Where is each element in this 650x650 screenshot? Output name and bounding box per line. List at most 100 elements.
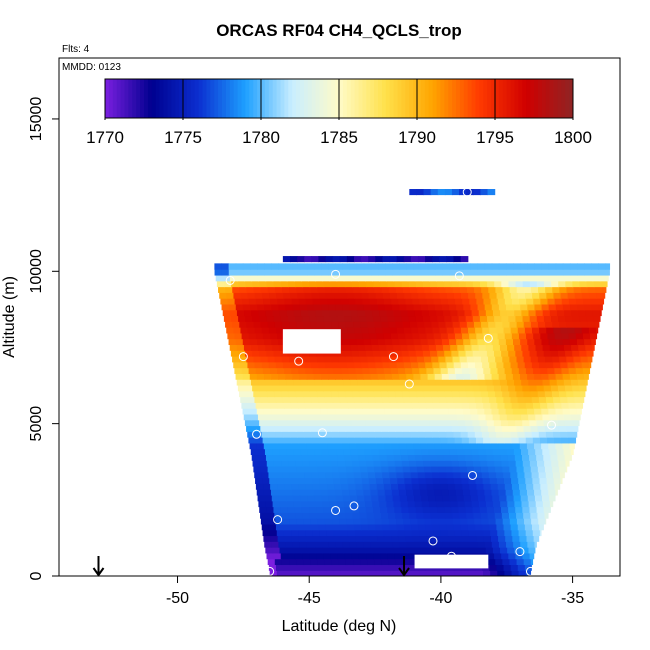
heatmap-cell [451, 460, 460, 467]
upper-band-cell [375, 256, 384, 263]
heatmap-cell [370, 489, 379, 496]
heatmap-cell [403, 564, 412, 571]
data-gap [414, 554, 489, 569]
heatmap-cell [267, 558, 276, 566]
heatmap-cell [344, 454, 352, 461]
heatmap-cell [229, 344, 238, 351]
heatmap-cell [349, 541, 358, 548]
heatmap-cell [388, 518, 397, 525]
heatmap-cell [404, 327, 412, 334]
heatmap-cell [539, 529, 542, 537]
heatmap-cell [371, 269, 379, 276]
heatmap-cell [276, 327, 284, 334]
heatmap-cell [528, 309, 537, 317]
upper-band-cell [353, 256, 362, 263]
heatmap-cell [341, 298, 349, 305]
heatmap-cell [319, 437, 328, 444]
heatmap-cell [488, 356, 496, 363]
heatmap-cell [291, 367, 299, 374]
heatmap-cell [337, 350, 346, 357]
heatmap-cell [271, 373, 279, 380]
heatmap-cell [298, 437, 306, 444]
heatmap-cell [446, 431, 455, 438]
heatmap-cell [314, 413, 323, 421]
heatmap-cell [282, 471, 291, 479]
heatmap-cell [407, 500, 416, 508]
heatmap-cell [466, 321, 475, 328]
heatmap-cell [531, 431, 540, 438]
heatmap-cell [504, 483, 513, 490]
heatmap-cell [413, 541, 422, 548]
heatmap-cell [386, 379, 394, 386]
heatmap-cell [402, 512, 410, 519]
heatmap-cell [421, 494, 429, 502]
heatmap-cell [327, 442, 336, 450]
heatmap-cell [602, 286, 607, 293]
heatmap-cell [352, 512, 361, 519]
heatmap-cell [242, 269, 251, 276]
colorbar-swatch [479, 79, 484, 118]
heatmap-cell [383, 402, 392, 409]
heatmap-cell [423, 512, 432, 519]
heatmap-cell [392, 269, 401, 276]
heatmap-cell [547, 298, 556, 305]
heatmap-cell [314, 541, 322, 548]
heatmap-cell [537, 466, 546, 473]
heatmap-cell [462, 298, 470, 305]
heatmap-cell [311, 564, 320, 571]
heatmap-cell [557, 454, 566, 461]
y-axis-label: Altitude (m) [1, 276, 18, 358]
heatmap-cell [272, 413, 280, 421]
heatmap-cell [429, 274, 437, 282]
heatmap-cell [245, 315, 253, 322]
heatmap-cell [529, 280, 538, 288]
heatmap-cell [332, 518, 340, 525]
heatmap-cell [522, 384, 531, 392]
heatmap-cell [544, 390, 553, 398]
colorbar-swatch [112, 79, 118, 118]
heatmap-cell [295, 512, 304, 519]
heatmap-cell [294, 506, 303, 513]
heatmap-cell [515, 419, 523, 427]
heatmap-cell [553, 361, 561, 369]
heatmap-cell [357, 448, 366, 456]
heatmap-cell [284, 483, 293, 490]
heatmap-cell [393, 274, 402, 282]
heatmap-cell [316, 280, 325, 288]
heatmap-cell [286, 448, 295, 456]
heatmap-cell [501, 512, 510, 519]
heatmap-cell [516, 425, 525, 432]
heatmap-cell [537, 512, 546, 519]
heatmap-cell [418, 327, 426, 334]
heatmap-cell [342, 494, 351, 502]
heatmap-cell [379, 454, 388, 461]
heatmap-cell [445, 356, 454, 363]
heatmap-cell [321, 494, 330, 502]
heatmap-cell [264, 269, 273, 276]
heatmap-cell [554, 437, 562, 444]
heatmap-cell [381, 425, 389, 432]
heatmap-cell [416, 512, 425, 519]
heatmap-cell [377, 373, 386, 380]
heatmap-cell [482, 396, 490, 403]
heatmap-cell [339, 396, 348, 403]
heatmap-cell [434, 442, 443, 450]
colorbar-swatch [491, 79, 496, 118]
heatmap-cell [496, 564, 505, 571]
heatmap-cell [358, 384, 367, 392]
heatmap-cell [526, 442, 535, 450]
heatmap-cell [360, 286, 368, 293]
heatmap-cell [383, 367, 392, 374]
colorbar-swatch [253, 79, 258, 118]
heatmap-cell [442, 541, 450, 548]
heatmap-cell [563, 379, 572, 386]
heatmap-cell [283, 437, 292, 444]
heatmap-cell [323, 506, 331, 513]
heatmap-cell [380, 384, 388, 392]
heatmap-cell [418, 396, 426, 403]
heatmap-cell [367, 518, 376, 525]
heatmap-cell [492, 547, 501, 554]
heatmap-cell [499, 448, 508, 456]
heatmap-cell [549, 379, 558, 386]
heatmap-cell [421, 379, 430, 386]
